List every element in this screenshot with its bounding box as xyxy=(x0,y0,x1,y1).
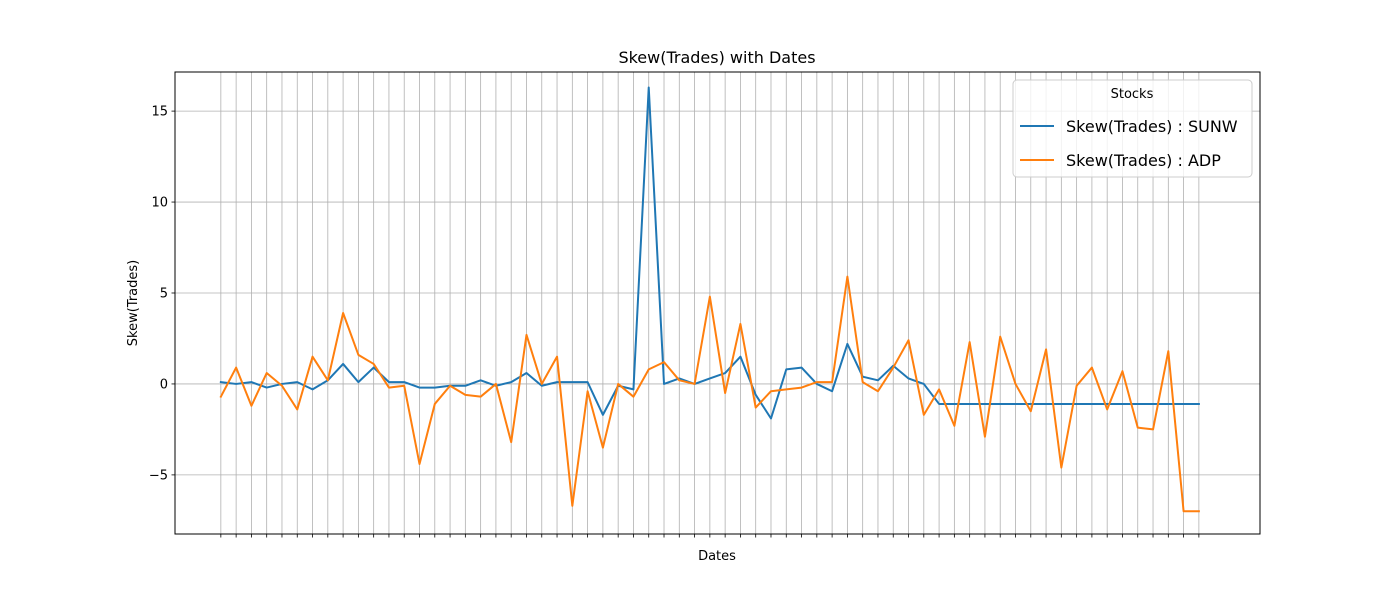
series-line-adp xyxy=(219,275,1200,513)
y-tick-label: 10 xyxy=(151,196,168,211)
y-tick-label: 5 xyxy=(160,286,168,301)
legend-title: Stocks xyxy=(1111,87,1154,102)
y-axis-ticks: −5 0 5 10 15 xyxy=(149,105,175,483)
series-line-sunw xyxy=(219,86,1200,420)
y-tick-label: 15 xyxy=(151,105,168,120)
x-axis-ticks xyxy=(220,534,1200,538)
y-tick-label: −5 xyxy=(149,468,168,483)
plot-frame xyxy=(174,71,1261,535)
y-axis-label: Skew(Trades) xyxy=(126,260,141,346)
legend-box xyxy=(1012,79,1253,178)
series-lines xyxy=(219,86,1200,513)
legend-label-adp: Skew(Trades) : ADP xyxy=(1066,151,1221,170)
chart-title: Skew(Trades) with Dates xyxy=(618,48,815,67)
legend-label-sunw: Skew(Trades) : SUNW xyxy=(1066,117,1238,136)
x-axis-label: Dates xyxy=(698,549,736,564)
legend: Stocks Skew(Trades) : SUNW Skew(Trades) … xyxy=(1012,79,1253,178)
y-tick-label: 0 xyxy=(160,377,168,392)
